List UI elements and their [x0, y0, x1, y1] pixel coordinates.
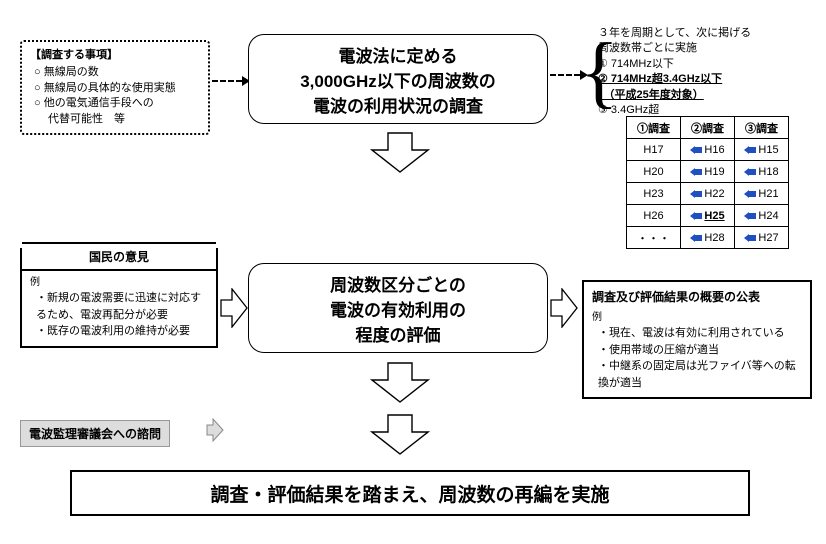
main1-line: 電波法に定める — [339, 42, 458, 67]
table-cell: H26 — [627, 205, 681, 227]
advisory-text: 電波監理審議会への諮問 — [29, 427, 161, 441]
final-result-box: 調査・評価結果を踏まえ、周波数の再編を実施 — [70, 470, 750, 516]
table-header: ③調査 — [735, 117, 789, 139]
table-row: H20H19H18 — [627, 161, 789, 183]
right-arrow-icon — [220, 288, 248, 333]
cycle-item: ① 714MHz以下 — [598, 57, 751, 72]
table-cell: H20 — [627, 161, 681, 183]
table-cell: H17 — [627, 139, 681, 161]
main2-line: 周波数区分ごとの — [330, 271, 466, 296]
down-arrow-icon — [370, 132, 430, 179]
example-label: 例 — [592, 310, 802, 325]
table-cell: H24 — [735, 205, 789, 227]
left-arrow-icon — [690, 232, 704, 244]
main1-line: 電波の利用状況の調査 — [313, 92, 483, 117]
right-arrow-sm-icon — [206, 418, 224, 447]
advisory-council-label: 電波監理審議会への諮問 — [20, 420, 170, 447]
table-cell: H23 — [627, 183, 681, 205]
left-arrow-icon — [744, 144, 758, 156]
example-label: 例 — [30, 275, 208, 290]
table-cell: H22 — [681, 183, 735, 205]
left-arrow-icon — [744, 210, 758, 222]
connector-arrow — [212, 80, 242, 82]
table-cell: ・・・ — [627, 227, 681, 249]
investigation-item: ○ 無線局の具体的な使用実態 — [34, 81, 200, 96]
investigation-list: ○ 無線局の数 ○ 無線局の具体的な使用実態 ○ 他の電気通信手段への 代替可能… — [30, 65, 200, 127]
table-cell: H28 — [681, 227, 735, 249]
result-list: 現在、電波は有効に利用されている 使用帯域の圧縮が適当 中継系の固定局は光ファイ… — [592, 325, 802, 391]
table-row: H23H22H21 — [627, 183, 789, 205]
table-header: ①調査 — [627, 117, 681, 139]
cycle-header: ３年を周期として、次に掲げる 周波数帯ごとに実施 — [598, 26, 751, 57]
investigation-items-box: 【調査する事項】 ○ 無線局の数 ○ 無線局の具体的な使用実態 ○ 他の電気通信… — [20, 40, 210, 135]
final-text: 調査・評価結果を踏まえ、周波数の再編を実施 — [210, 480, 609, 507]
investigation-item: ○ 他の電気通信手段への 代替可能性 等 — [34, 96, 200, 127]
right-arrow-icon — [550, 288, 578, 333]
result-box: 調査及び評価結果の概要の公表 例 現在、電波は有効に利用されている 使用帯域の圧… — [582, 280, 812, 399]
result-title: 調査及び評価結果の概要の公表 — [592, 288, 802, 306]
table-cell: H19 — [681, 161, 735, 183]
table-cell: H25 — [681, 205, 735, 227]
main-process-investigation: 電波法に定める 3,000GHz以下の周波数の 電波の利用状況の調査 — [248, 34, 548, 124]
table-row: ・・・H28H27 — [627, 227, 789, 249]
table-cell: H21 — [735, 183, 789, 205]
cycle-item-highlight: ② 714MHz超3.4GHz以下 （平成25年度対象） — [598, 72, 751, 103]
left-arrow-icon — [744, 188, 758, 200]
table-row: H26H25H24 — [627, 205, 789, 227]
opinion-item: 既存の電波利用の維持が必要 — [36, 323, 208, 340]
table-cell: H18 — [735, 161, 789, 183]
left-arrow-icon — [690, 144, 704, 156]
result-item: 使用帯域の圧縮が適当 — [598, 342, 802, 359]
down-arrow-icon — [370, 362, 430, 409]
left-arrow-icon — [690, 210, 704, 222]
schedule-table: ①調査②調査③調査 H17H16H15H20H19H18H23H22H21H26… — [626, 116, 789, 249]
result-item: 中継系の固定局は光ファイバ等への転換が適当 — [598, 358, 802, 391]
main2-line: 電波の有効利用の — [330, 296, 466, 321]
down-arrow-icon — [370, 414, 430, 461]
opinion-box: 国民の意見 例 新規の電波需要に迅速に対応するため、電波再配分が必要 既存の電波… — [20, 248, 218, 348]
table-cell: H27 — [735, 227, 789, 249]
left-arrow-icon — [690, 166, 704, 178]
table-header: ②調査 — [681, 117, 735, 139]
main1-line: 3,000GHz以下の周波数の — [300, 67, 496, 92]
main-process-evaluation: 周波数区分ごとの 電波の有効利用の 程度の評価 — [248, 263, 548, 353]
investigation-title: 【調査する事項】 — [30, 48, 200, 63]
table-row: H17H16H15 — [627, 139, 789, 161]
opinion-title: 国民の意見 — [22, 242, 216, 271]
left-arrow-icon — [690, 188, 704, 200]
cycle-bracket: { ３年を周期として、次に掲げる 周波数帯ごとに実施 ① 714MHz以下 ② … — [584, 26, 751, 118]
schedule-table-wrap: ①調査②調査③調査 H17H16H15H20H19H18H23H22H21H26… — [626, 116, 789, 249]
opinion-list: 新規の電波需要に迅速に対応するため、電波再配分が必要 既存の電波利用の維持が必要 — [30, 290, 208, 340]
left-arrow-icon — [744, 166, 758, 178]
investigation-item: ○ 無線局の数 — [34, 65, 200, 80]
main2-line: 程度の評価 — [356, 321, 441, 346]
connector-arrow — [550, 74, 580, 76]
opinion-item: 新規の電波需要に迅速に対応するため、電波再配分が必要 — [36, 290, 208, 323]
result-item: 現在、電波は有効に利用されている — [598, 325, 802, 342]
left-arrow-icon — [744, 232, 758, 244]
table-cell: H15 — [735, 139, 789, 161]
table-cell: H16 — [681, 139, 735, 161]
